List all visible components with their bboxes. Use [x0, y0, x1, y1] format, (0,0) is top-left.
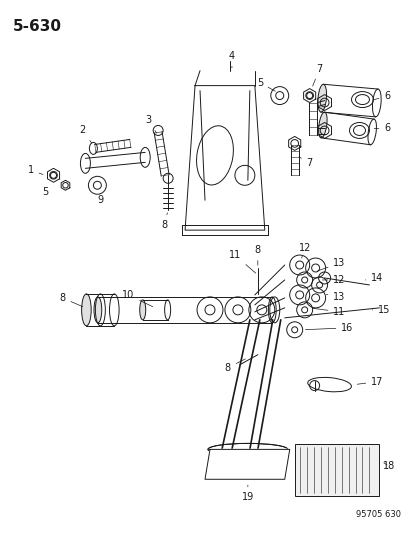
Text: 15: 15: [371, 305, 389, 315]
Text: 10: 10: [122, 290, 152, 306]
Text: 17: 17: [356, 377, 383, 386]
Text: 7: 7: [312, 63, 322, 86]
Text: 4: 4: [228, 51, 235, 68]
Bar: [294, 445, 378, 496]
Text: 5-630: 5-630: [13, 19, 62, 34]
Ellipse shape: [207, 443, 287, 455]
Text: 2: 2: [79, 125, 92, 143]
Text: 14: 14: [365, 273, 382, 283]
Text: 5: 5: [42, 187, 49, 197]
Ellipse shape: [317, 84, 326, 112]
Text: 18: 18: [382, 462, 394, 471]
Text: 12: 12: [298, 243, 310, 258]
Ellipse shape: [81, 294, 91, 326]
Polygon shape: [204, 449, 289, 479]
Text: 5: 5: [256, 78, 275, 91]
Ellipse shape: [140, 300, 145, 320]
Text: 3: 3: [145, 116, 156, 133]
Text: 16: 16: [305, 323, 353, 333]
Text: 8: 8: [254, 245, 260, 265]
Ellipse shape: [94, 297, 102, 323]
Text: 7: 7: [298, 157, 312, 168]
Text: 13: 13: [316, 258, 345, 271]
Text: 1: 1: [28, 165, 43, 175]
Text: 6: 6: [373, 124, 389, 133]
Text: 9: 9: [97, 195, 103, 205]
Text: 19: 19: [241, 485, 253, 502]
Text: 11: 11: [228, 250, 255, 273]
Text: 8: 8: [161, 213, 167, 230]
Text: 8: 8: [59, 293, 83, 307]
Text: 6: 6: [373, 91, 389, 101]
Text: 8: 8: [224, 359, 245, 373]
Text: 11: 11: [312, 307, 345, 317]
Text: 13: 13: [325, 292, 345, 302]
Text: 95705 630: 95705 630: [356, 510, 400, 519]
Ellipse shape: [318, 112, 326, 138]
Text: 12: 12: [322, 275, 345, 285]
